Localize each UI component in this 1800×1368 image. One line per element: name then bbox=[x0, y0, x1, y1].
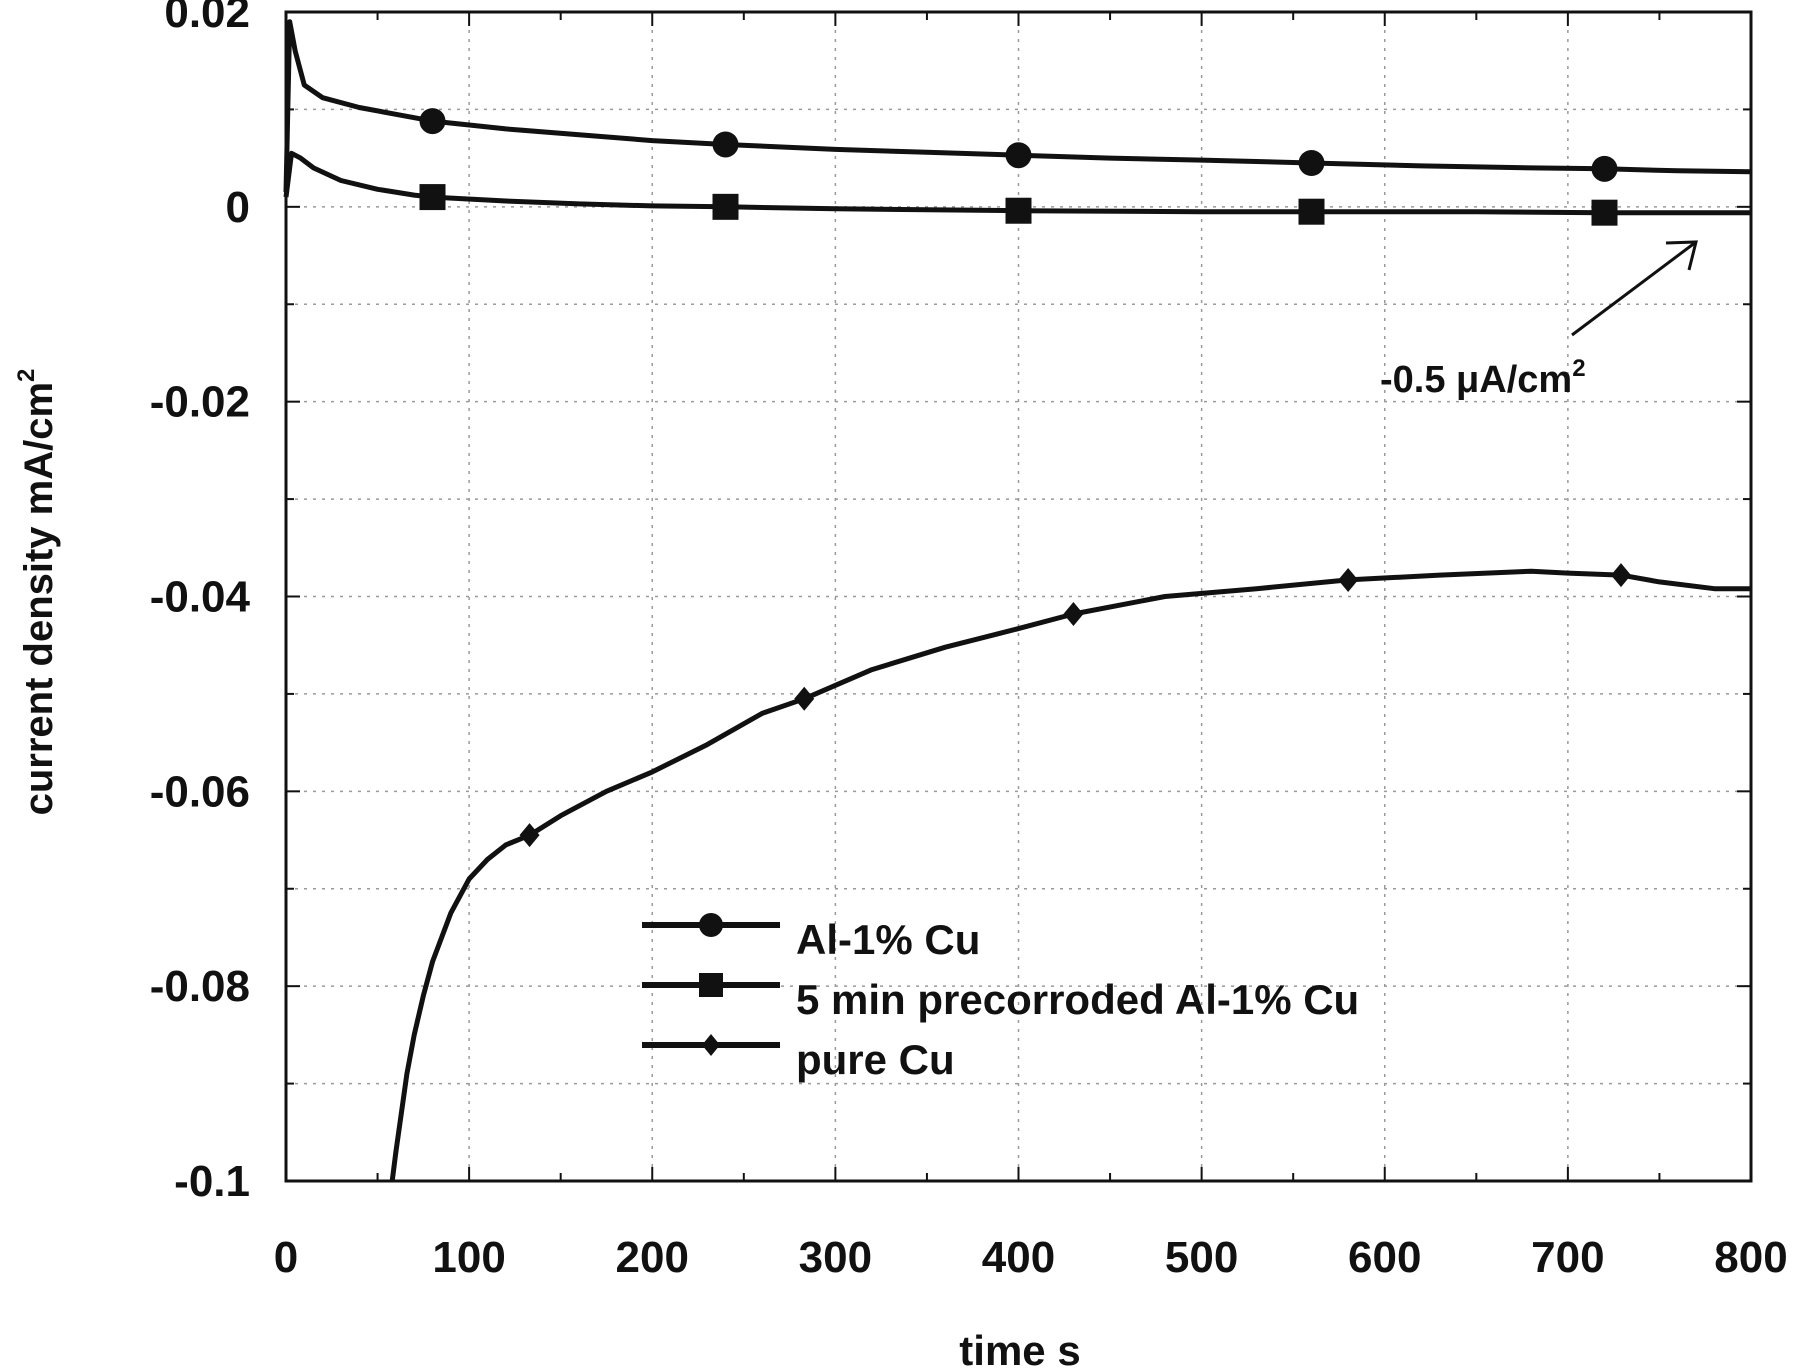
annotation-text: -0.5 μA/cm2 bbox=[1380, 355, 1586, 401]
data-point-square bbox=[1005, 197, 1032, 224]
y-tick-label: -0.04 bbox=[150, 573, 251, 622]
annotation-superscript: 2 bbox=[1572, 355, 1585, 382]
x-tick-label: 200 bbox=[616, 1233, 689, 1282]
data-point-square bbox=[1591, 199, 1618, 226]
x-tick-label: 700 bbox=[1531, 1233, 1604, 1282]
y-axis-label: current density mA/cm2 bbox=[13, 369, 61, 816]
legend: Al-1% Cu 5 min precorroded Al-1% Cu pure… bbox=[642, 913, 1359, 1083]
data-point-diamond bbox=[1338, 567, 1359, 592]
legend-item-precorroded: 5 min precorroded Al-1% Cu bbox=[642, 973, 1359, 1023]
data-point-diamond bbox=[794, 686, 815, 711]
legend-label-precorroded: 5 min precorroded Al-1% Cu bbox=[796, 976, 1359, 1023]
legend-item-pure-cu: pure Cu bbox=[642, 1034, 955, 1083]
legend-item-al-1-cu: Al-1% Cu bbox=[642, 913, 980, 963]
annotation-text-main: -0.5 μA/cm bbox=[1380, 359, 1572, 401]
y-tick-label: -0.06 bbox=[150, 767, 250, 816]
x-tick-label: 600 bbox=[1348, 1233, 1421, 1282]
x-tick-label: 0 bbox=[274, 1233, 298, 1282]
data-point-circle bbox=[1298, 149, 1325, 176]
x-tick-label: 800 bbox=[1714, 1233, 1787, 1282]
y-axis-label-text: current density mA/cm bbox=[17, 382, 61, 815]
y-tick-label: 0 bbox=[226, 183, 250, 232]
legend-marker-circle bbox=[699, 913, 723, 937]
data-point-diamond bbox=[519, 823, 540, 848]
grid-lines bbox=[286, 12, 1751, 1181]
data-point-circle bbox=[1591, 155, 1618, 182]
y-axis-label-superscript: 2 bbox=[13, 369, 40, 382]
legend-marker-diamond bbox=[702, 1034, 720, 1056]
legend-marker-square bbox=[699, 973, 723, 997]
x-tick-label: 500 bbox=[1165, 1233, 1238, 1282]
annotation-arrow-shaft bbox=[1571, 240, 1697, 337]
y-tick-label: -0.02 bbox=[150, 378, 250, 427]
legend-label-pure-cu: pure Cu bbox=[796, 1036, 955, 1083]
annotation-arrow-head bbox=[1665, 240, 1698, 271]
y-tick-label: -0.1 bbox=[174, 1157, 250, 1206]
y-tick-label: -0.08 bbox=[150, 962, 250, 1011]
x-tick-label: 400 bbox=[982, 1233, 1055, 1282]
series-layer bbox=[283, 19, 1752, 1182]
x-tick-label: 100 bbox=[432, 1233, 505, 1282]
axis-ticks: 0 100 200 300 400 500 600 700 800 0.02 0 -0.02 -0.04… bbox=[150, 0, 1788, 1282]
x-tick-label: 300 bbox=[799, 1233, 872, 1282]
data-point-diamond bbox=[1063, 602, 1084, 627]
data-point-diamond bbox=[1610, 563, 1631, 588]
y-tick-label: 0.02 bbox=[164, 0, 250, 37]
data-point-circle bbox=[712, 131, 739, 158]
data-point-circle bbox=[419, 108, 446, 135]
x-axis-label: time s bbox=[959, 1327, 1080, 1368]
annotation: -0.5 μA/cm2 bbox=[1380, 240, 1698, 401]
data-point-circle bbox=[1005, 142, 1032, 169]
legend-label-al-1-cu: Al-1% Cu bbox=[796, 916, 980, 963]
series-line-pure-cu bbox=[389, 568, 1751, 1182]
data-point-square bbox=[1298, 198, 1325, 225]
data-point-square bbox=[712, 193, 739, 220]
data-point-square bbox=[419, 184, 446, 211]
